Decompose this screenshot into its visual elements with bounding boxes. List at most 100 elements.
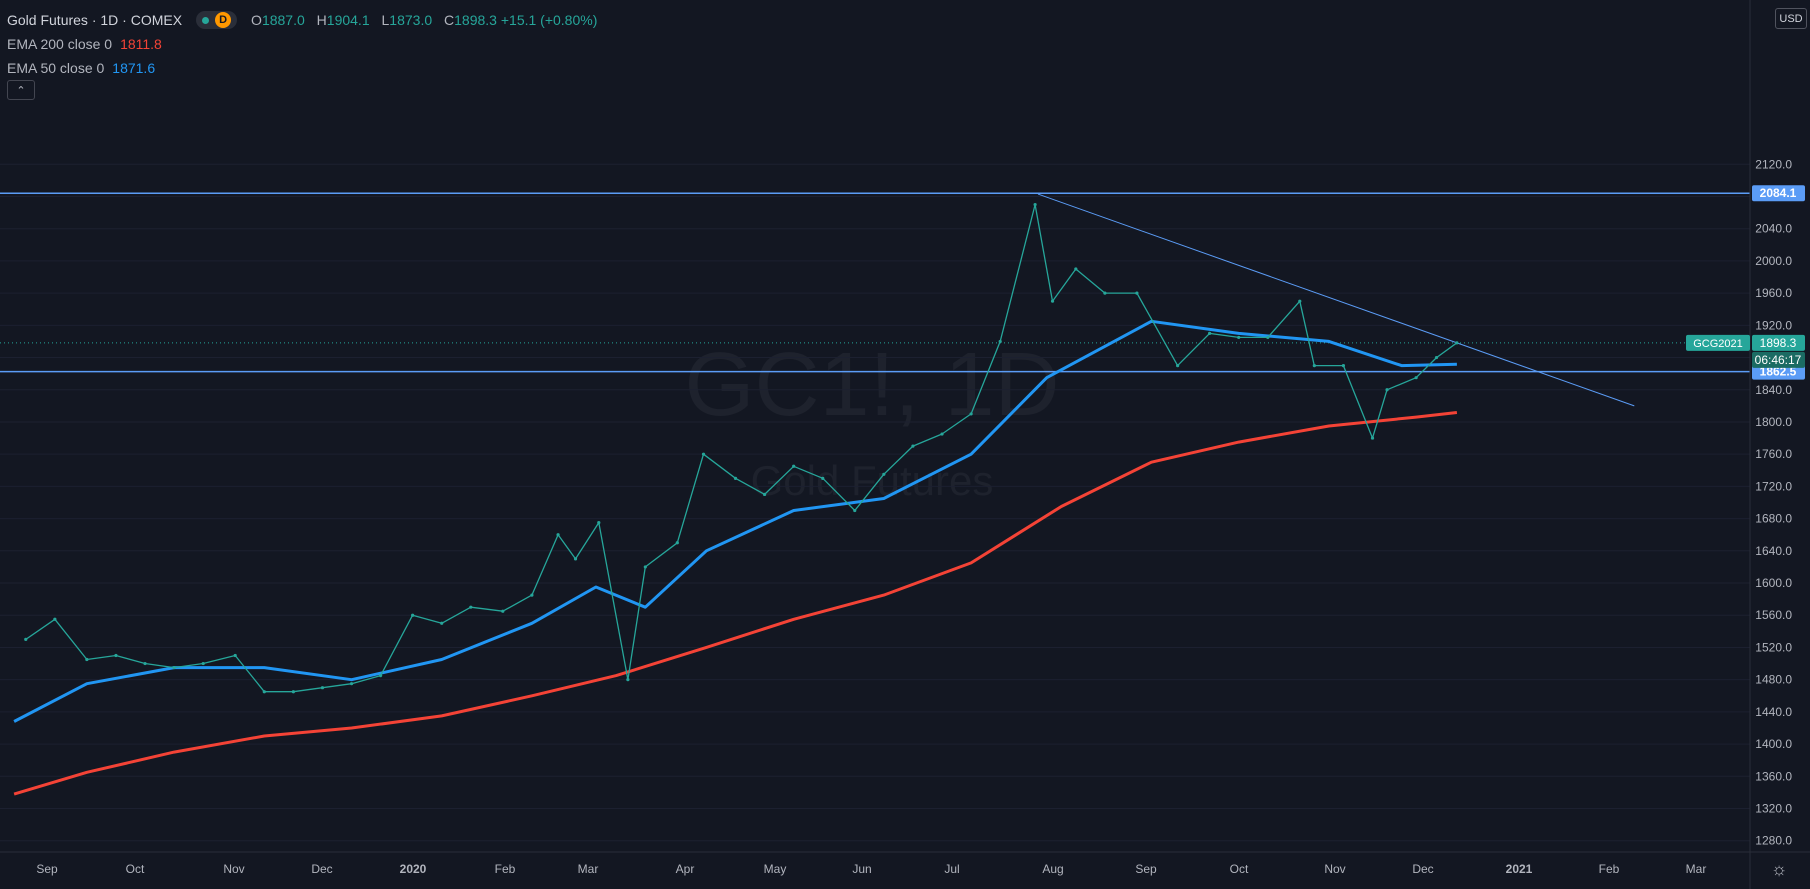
chevron-up-icon: ⌃ — [16, 84, 26, 97]
price-point — [1312, 364, 1316, 368]
y-tick-label: 1400.0 — [1755, 737, 1792, 751]
trendline[interactable] — [1037, 193, 1635, 407]
ohlc-low-key: L — [381, 12, 390, 28]
y-tick-label: 1520.0 — [1755, 640, 1792, 654]
x-tick-label: Nov — [223, 862, 244, 876]
price-point — [501, 609, 505, 613]
y-tick-label: 2120.0 — [1755, 157, 1792, 171]
price-point — [821, 476, 825, 480]
price-point — [853, 508, 857, 513]
price-point — [1208, 331, 1212, 335]
price-point — [1135, 291, 1139, 295]
ema-series-line[interactable] — [13, 319, 1457, 723]
price-point — [911, 444, 915, 448]
price-point — [556, 533, 560, 537]
symbol-badge — [1686, 334, 1750, 351]
price-point — [882, 472, 886, 476]
x-tick-label: Mar — [578, 862, 599, 876]
price-point — [792, 464, 796, 468]
x-tick-label: Dec — [311, 862, 332, 876]
y-tick-label: 1720.0 — [1755, 479, 1792, 493]
watermark-symbol: GC1!, 1D — [684, 335, 1059, 435]
price-point — [85, 657, 89, 662]
y-tick-label: 1320.0 — [1755, 801, 1792, 815]
currency-badge[interactable]: USD — [1775, 8, 1807, 29]
y-tick-label: 1680.0 — [1755, 512, 1792, 526]
price-point — [626, 678, 630, 682]
price-point — [1370, 436, 1375, 440]
y-tick-label: 1760.0 — [1755, 447, 1792, 461]
x-tick-label: Sep — [36, 862, 58, 876]
legend-ema50-row[interactable]: EMA 50 close 0 1871.6 — [7, 56, 605, 80]
price-point — [1341, 364, 1346, 368]
ohlc-open: 1887.0 — [261, 12, 305, 28]
x-tick-label: Mar — [1686, 862, 1707, 876]
chart-legend: Gold Futures · 1D · COMEX D O1887.0 H190… — [7, 8, 605, 80]
gear-icon[interactable]: ☼ — [1770, 858, 1788, 879]
price-point — [969, 412, 973, 416]
y-tick-label: 1640.0 — [1755, 544, 1792, 558]
y-tick-label: 2040.0 — [1755, 222, 1792, 236]
price-point — [201, 661, 205, 666]
x-tick-label: Jun — [852, 862, 871, 876]
price-point — [998, 339, 1002, 344]
legend-ema200-row[interactable]: EMA 200 close 0 1811.8 — [7, 32, 605, 56]
price-series-line[interactable] — [25, 203, 1458, 693]
price-point — [233, 653, 237, 658]
y-tick-label: 1480.0 — [1755, 673, 1792, 687]
price-point — [1434, 355, 1439, 360]
x-tick-label: Oct — [126, 862, 145, 876]
symbol-title[interactable]: Gold Futures · 1D · COMEX — [7, 12, 183, 28]
price-point — [291, 690, 295, 694]
x-tick-label: 2021 — [1506, 862, 1533, 876]
chart-watermark: GC1!, 1D Gold Futures — [684, 335, 1059, 504]
legend-symbol-row: Gold Futures · 1D · COMEX D O1887.0 H190… — [7, 8, 605, 32]
x-tick-label: Apr — [676, 862, 695, 876]
price-point — [379, 674, 383, 678]
ohlc-high: 1904.1 — [326, 12, 370, 28]
price-point — [262, 690, 266, 694]
price-point — [172, 665, 176, 670]
ohlc-close: 1898.3 +15.1 (+0.80%) — [454, 12, 598, 28]
price-point — [733, 476, 738, 480]
market-open-icon — [202, 16, 210, 24]
x-tick-label: Feb — [495, 862, 516, 876]
y-tick-label: 1440.0 — [1755, 705, 1792, 719]
price-point — [1074, 267, 1078, 271]
y-tick-label: 1960.0 — [1755, 286, 1792, 300]
last-price-label: 1898.3 — [1760, 336, 1797, 350]
price-point — [1298, 299, 1302, 303]
x-tick-label: Aug — [1042, 862, 1063, 876]
ohlc-high-key: H — [316, 12, 327, 28]
price-point — [320, 686, 325, 690]
ohlc-values: O1887.0 H1904.1 L1873.0 C1898.3 +15.1 (+… — [251, 8, 605, 32]
level-price-badge — [1752, 185, 1805, 202]
y-tick-label: 2000.0 — [1755, 254, 1792, 268]
y-tick-label: 1560.0 — [1755, 608, 1792, 622]
price-point — [440, 621, 444, 625]
countdown-badge — [1752, 351, 1805, 368]
ema-series-line[interactable] — [13, 411, 1458, 796]
level-price-label: 2084.1 — [1760, 186, 1797, 200]
x-tick-label: Sep — [1135, 862, 1157, 876]
x-tick-label: Dec — [1412, 862, 1433, 876]
market-status-pill[interactable]: D — [196, 11, 238, 29]
last-price-badge — [1752, 334, 1805, 351]
x-tick-label: Jul — [944, 862, 959, 876]
watermark-name: Gold Futures — [751, 457, 994, 504]
price-point — [349, 682, 354, 686]
price-point — [411, 613, 415, 617]
price-point — [1050, 299, 1055, 303]
x-tick-label: Nov — [1324, 862, 1345, 876]
price-point — [1266, 335, 1270, 340]
ohlc-close-key: C — [444, 12, 455, 28]
collapse-legend-button[interactable]: ⌃ — [7, 80, 35, 100]
ohlc-open-key: O — [251, 12, 262, 28]
y-tick-label: 1600.0 — [1755, 576, 1792, 590]
price-point — [530, 593, 534, 597]
price-point — [1455, 341, 1459, 345]
ema200-label: EMA 200 close 0 — [7, 36, 113, 52]
x-tick-label: 2020 — [400, 862, 427, 876]
ema50-label: EMA 50 close 0 — [7, 60, 105, 76]
